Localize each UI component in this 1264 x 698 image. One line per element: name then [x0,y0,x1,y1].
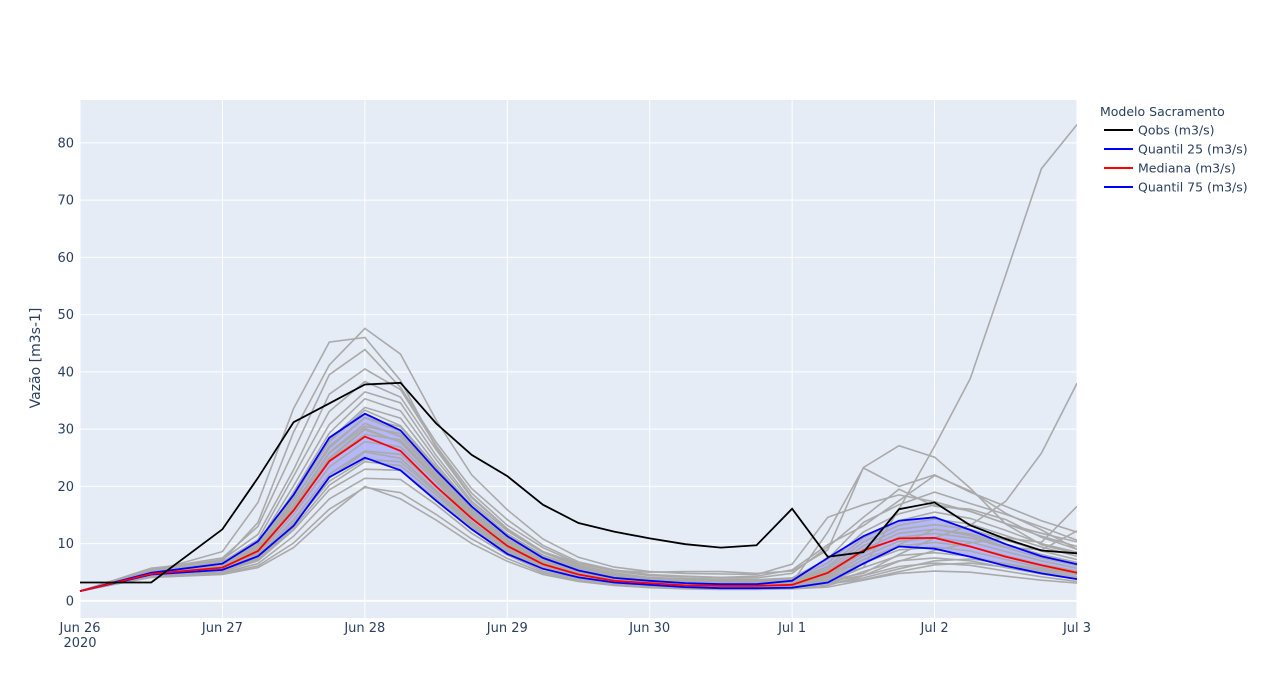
x-tick-year-label: 2020 [63,636,96,651]
y-tick-label: 60 [57,251,74,266]
ensemble-line-3 [80,348,1077,592]
y-tick-label: 80 [57,136,74,151]
legend[interactable]: Modelo Sacramento Qobs (m3/s) Quantil 25 … [1100,104,1248,195]
x-tick-label: Jun 27 [201,621,243,636]
series-line-quantil-75 [79,412,1078,592]
x-tick-label: Jun 26 [59,621,101,636]
series-line-mediana [79,435,1078,592]
x-tick-label: Jun 28 [343,621,385,636]
y-axis-title: Vazão [m3s-1] [28,308,44,409]
y-tick-label: 50 [57,308,74,323]
series-line-qobs [80,381,1078,584]
y-tick-label: 40 [57,365,74,380]
ensemble-line-4 [80,368,1077,592]
main-series [79,381,1078,592]
y-tick-label: 70 [57,194,74,209]
ensemble-line-2 [80,327,1077,592]
ensemble-line-18 [80,485,1077,592]
y-tick-label: 10 [57,537,74,552]
gridlines [79,100,1078,618]
x-tick-label: Jul 2 [920,621,949,636]
ensemble-line-6 [80,391,1077,592]
y-tick-label: 30 [57,423,74,438]
x-tick-label: Jul 3 [1062,621,1091,636]
legend-item-label[interactable]: Quantil 75 (m3/s) [1138,180,1248,195]
legend-item-label[interactable]: Mediana (m3/s) [1138,161,1236,176]
series-line-quantil-25 [79,456,1078,592]
y-tick-label: 0 [66,594,74,609]
x-tick-label: Jul 1 [777,621,806,636]
x-axis-ticks: Jun 26 Jun 27 Jun 28 Jun 29 Jun 30 Jul 1 Jul 2… [59,621,1092,651]
legend-title: Modelo Sacramento [1100,104,1225,119]
legend-item-label[interactable]: Qobs (m3/s) [1138,123,1215,138]
legend-item-label[interactable]: Quantil 25 (m3/s) [1138,142,1248,157]
y-axis-ticks: 0 10 20 30 40 50 60 70 80 [57,136,74,609]
x-tick-label: Jun 30 [628,621,670,636]
y-tick-label: 20 [57,480,74,495]
x-tick-label: Jun 29 [486,621,528,636]
